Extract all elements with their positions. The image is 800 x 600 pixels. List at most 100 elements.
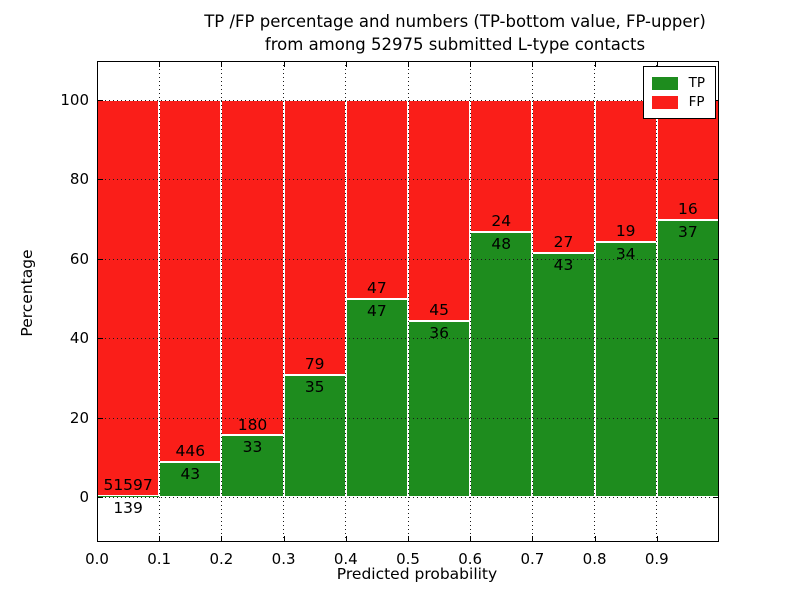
x-tick-mark xyxy=(594,536,596,542)
chart-title: TP /FP percentage and numbers (TP-bottom… xyxy=(105,10,800,56)
gridline-vertical xyxy=(283,61,285,542)
x-tick-mark xyxy=(159,61,161,67)
x-tick-mark xyxy=(718,61,719,67)
tp-count-label: 34 xyxy=(615,245,636,264)
legend-swatch-fp xyxy=(651,95,678,109)
bar-fp-segment xyxy=(283,100,346,376)
tp-count-label: 43 xyxy=(180,465,201,484)
bar-fp-segment xyxy=(408,100,471,321)
x-tick-mark xyxy=(221,61,223,67)
tp-count-label: 47 xyxy=(367,301,387,320)
y-tick-mark xyxy=(713,258,719,260)
x-tick-label: 0.0 xyxy=(85,550,109,568)
bar-fp-segment xyxy=(532,100,595,254)
bar-fp-segment xyxy=(594,100,657,243)
bar-fp-segment xyxy=(345,100,408,299)
x-tick-mark xyxy=(159,536,161,542)
x-tick-label: 0.3 xyxy=(271,550,296,568)
fp-count-label: 51597 xyxy=(103,475,153,494)
y-tick-label: 20 xyxy=(69,408,89,427)
fp-count-label: 45 xyxy=(429,300,449,319)
bar-fp-segment xyxy=(656,100,719,220)
fp-count-label: 79 xyxy=(304,355,325,374)
y-tick-label: 0 xyxy=(79,488,89,506)
gridline-vertical xyxy=(531,61,533,542)
tp-count-label: 43 xyxy=(553,256,574,275)
y-tick-label: 100 xyxy=(60,91,89,109)
fp-count-label: 27 xyxy=(553,233,574,252)
x-tick-mark xyxy=(470,61,472,67)
legend-label: TP xyxy=(688,75,705,91)
fp-count-label: 24 xyxy=(491,212,512,231)
tp-count-label: 35 xyxy=(304,378,325,397)
y-tick-mark xyxy=(97,258,103,260)
y-tick-label: 60 xyxy=(69,249,89,268)
bar-fp-segment xyxy=(470,100,533,233)
fp-count-label: 16 xyxy=(678,199,698,218)
x-tick-mark xyxy=(532,536,534,542)
y-tick-mark xyxy=(97,417,103,419)
gridline-vertical xyxy=(345,61,347,542)
x-tick-label: 0.8 xyxy=(582,550,607,568)
x-tick-mark xyxy=(594,61,596,67)
bar-tp-segment xyxy=(221,435,284,497)
x-tick-mark xyxy=(345,536,347,542)
x-tick-mark xyxy=(718,536,719,542)
y-tick-mark xyxy=(97,100,103,101)
x-tick-mark xyxy=(656,61,658,67)
x-tick-label: 0.2 xyxy=(209,550,234,568)
tp-count-label: 37 xyxy=(678,222,698,241)
x-tick-label: 0.4 xyxy=(333,550,358,568)
legend: TP FP xyxy=(642,66,716,119)
fp-count-label: 19 xyxy=(615,222,636,241)
tp-count-label: 36 xyxy=(429,323,449,342)
bar-fp-segment xyxy=(159,100,222,463)
fp-count-label: 47 xyxy=(367,278,387,297)
gridline-vertical xyxy=(220,61,222,542)
y-tick-mark xyxy=(713,100,719,101)
x-axis-label: Predicted probability xyxy=(336,565,498,583)
x-tick-mark xyxy=(283,536,285,542)
y-tick-mark xyxy=(97,179,103,181)
bar-tp-segment xyxy=(283,375,346,497)
gridline-vertical xyxy=(594,61,596,542)
gridline-vertical xyxy=(407,61,409,542)
tp-count-label: 48 xyxy=(491,235,512,254)
x-tick-label: 0.9 xyxy=(644,550,669,568)
y-tick-mark xyxy=(97,338,103,340)
legend-item-tp: TP xyxy=(651,75,705,91)
tp-count-label: 139 xyxy=(113,498,143,517)
x-tick-mark xyxy=(221,536,223,542)
chart-title-line2: from among 52975 submitted L-type contac… xyxy=(264,35,646,54)
x-tick-label: 0.7 xyxy=(520,550,545,568)
bar-tp-segment xyxy=(97,495,160,497)
gridline-vertical xyxy=(469,61,471,542)
chart-title-line1: TP /FP percentage and numbers (TP-bottom… xyxy=(204,12,706,31)
gridline-vertical xyxy=(656,61,658,542)
legend-label: FP xyxy=(688,94,705,110)
y-tick-mark xyxy=(713,497,719,498)
x-tick-mark xyxy=(408,536,409,542)
x-tick-mark xyxy=(97,536,98,542)
x-tick-label: 0.5 xyxy=(396,550,420,568)
bar-tp-segment xyxy=(408,320,471,497)
x-tick-mark xyxy=(408,61,409,67)
bar-tp-segment xyxy=(656,219,719,497)
bar-fp-segment xyxy=(97,100,160,496)
x-tick-label: 0.6 xyxy=(458,550,483,568)
x-tick-mark xyxy=(656,536,658,542)
fp-count-label: 446 xyxy=(175,442,206,461)
bar-tp-segment xyxy=(345,298,408,497)
x-tick-mark xyxy=(470,536,472,542)
x-tick-mark xyxy=(532,61,534,67)
y-tick-label: 80 xyxy=(69,170,89,189)
bar-tp-segment xyxy=(470,232,533,497)
tp-count-label: 33 xyxy=(242,438,263,457)
x-tick-mark xyxy=(283,61,285,67)
bar-tp-segment xyxy=(532,253,595,497)
legend-item-fp: FP xyxy=(651,94,705,110)
bar-fp-segment xyxy=(221,100,284,436)
y-tick-mark xyxy=(713,417,719,419)
bar-tp-segment xyxy=(594,242,657,497)
